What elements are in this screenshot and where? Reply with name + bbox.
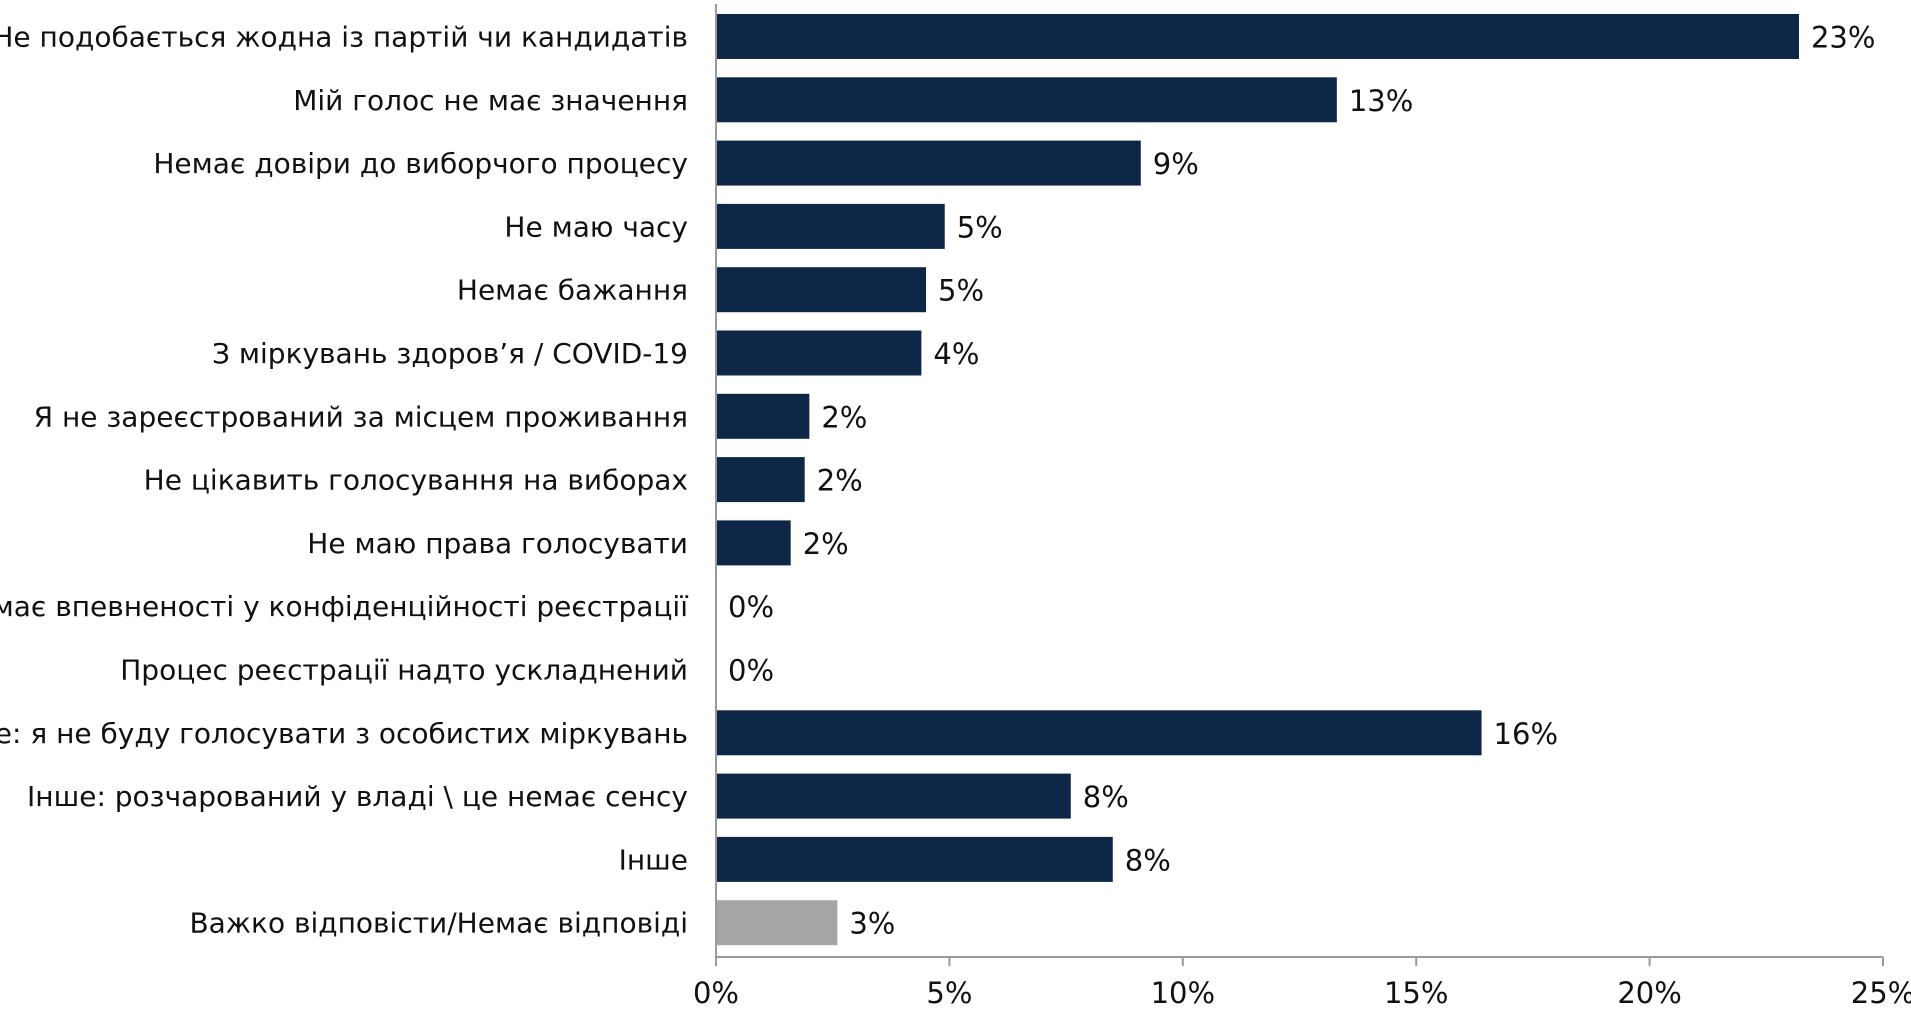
bar bbox=[716, 140, 1141, 186]
category-labels: Не подобається жодна із партій чи кандид… bbox=[0, 21, 688, 940]
value-label: 5% bbox=[957, 210, 1003, 244]
category-label: Не подобається жодна із партій чи кандид… bbox=[0, 21, 688, 54]
category-label: Інше: розчарований у владі \ це немає се… bbox=[27, 780, 688, 813]
bar bbox=[716, 203, 945, 249]
x-tick-label: 25% bbox=[1851, 976, 1911, 1010]
category-label: Інше bbox=[619, 843, 688, 876]
bar bbox=[716, 14, 1799, 59]
value-label: 8% bbox=[1125, 843, 1171, 877]
category-label: Важко відповісти/Немає відповіді bbox=[189, 907, 688, 940]
x-tick-label: 20% bbox=[1617, 976, 1681, 1010]
x-tick-label: 0% bbox=[693, 976, 739, 1010]
bar bbox=[716, 520, 791, 566]
category-label: Інше: я не буду голосувати з особистих м… bbox=[0, 717, 688, 750]
value-label: 13% bbox=[1349, 84, 1413, 118]
bar bbox=[716, 267, 927, 313]
value-label: 5% bbox=[938, 274, 984, 308]
bar bbox=[716, 77, 1337, 123]
x-tick-label: 15% bbox=[1384, 976, 1448, 1010]
x-tick-label: 10% bbox=[1151, 976, 1215, 1010]
bar bbox=[716, 900, 838, 946]
bar bbox=[716, 457, 805, 503]
value-label: 2% bbox=[803, 527, 849, 561]
value-label: 3% bbox=[849, 907, 895, 941]
value-label: 0% bbox=[728, 590, 774, 624]
category-label: Немає довіри до виборчого процесу bbox=[153, 147, 688, 180]
value-label: 8% bbox=[1083, 780, 1129, 814]
bar bbox=[716, 836, 1113, 882]
bars-layer bbox=[716, 14, 1799, 946]
category-label: Не маю часу bbox=[504, 210, 688, 243]
category-label: Я не зареєстрований за місцем проживання bbox=[34, 400, 688, 433]
bar bbox=[716, 710, 1482, 756]
category-label: Мій голос не має значення bbox=[293, 84, 688, 117]
category-label: Немає бажання bbox=[457, 274, 688, 307]
bar bbox=[716, 330, 922, 376]
x-tick-label: 5% bbox=[926, 976, 972, 1010]
value-label: 2% bbox=[821, 400, 867, 434]
value-label: 9% bbox=[1153, 147, 1199, 181]
value-labels: 23% 13% 9% 5% 5% 4% 2% 2% 2% 0% 0% 16% 8% 8% 3% bbox=[728, 21, 1875, 941]
value-label: 0% bbox=[728, 654, 774, 688]
category-label: Не маю права голосувати bbox=[307, 527, 688, 560]
category-label: З міркувань здоров’я / COVID-19 bbox=[212, 337, 688, 370]
bar bbox=[716, 773, 1071, 819]
axis-layer bbox=[715, 4, 1884, 966]
value-label: 4% bbox=[933, 337, 979, 371]
value-label: 23% bbox=[1811, 21, 1875, 55]
value-label: 16% bbox=[1494, 717, 1558, 751]
category-label: Немає впевненості у конфіденційності реє… bbox=[0, 590, 688, 623]
bar bbox=[716, 393, 810, 439]
value-label: 2% bbox=[817, 464, 863, 498]
x-tick-labels: 0% 5% 10% 15% 20% 25% bbox=[693, 976, 1911, 1010]
category-label: Не цікавить голосування на виборах bbox=[144, 464, 688, 497]
category-label: Процес реєстрації надто ускладнений bbox=[120, 654, 688, 687]
